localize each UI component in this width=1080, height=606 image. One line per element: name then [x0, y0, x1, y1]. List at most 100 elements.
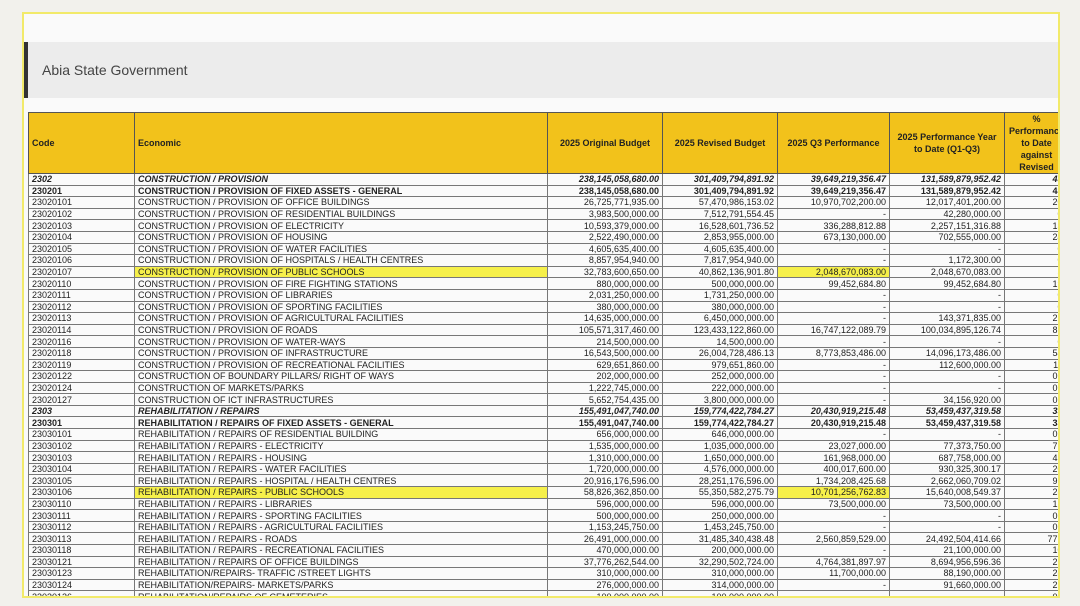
amount-cell: 979,651,860.00	[662, 358, 778, 372]
amount-cell: -	[777, 393, 890, 406]
table-row: 23020119 CONSTRUCTION / PROVISION OF RECR…	[28, 358, 1058, 372]
amount-cell: 99,452,684.80	[889, 277, 1005, 290]
table-row: 2302 CONSTRUCTION / PROVISION 238,145,058,…	[28, 173, 1058, 186]
economic-cell: REHABILITATION / REPAIRS - AGRICULTURAL …	[134, 520, 548, 534]
amount-cell: 222,000,000.00	[662, 381, 778, 395]
code-cell: 23030101	[28, 428, 135, 441]
amount-cell: -	[777, 509, 890, 522]
code-cell: 23030103	[28, 451, 135, 464]
amount-cell: 10,970,702,200.00	[777, 196, 890, 209]
table-row: 23020110 CONSTRUCTION / PROVISION OF FIRE…	[28, 277, 1058, 290]
amount-cell: 276,000,000.00	[547, 578, 663, 592]
header-row: Code Economic 2025 Original Budget 2025 Rev…	[28, 112, 1058, 174]
amount-cell: 880,000,000.00	[547, 277, 663, 290]
economic-cell: CONSTRUCTION / PROVISION OF RECREATIONAL…	[134, 358, 548, 372]
table-row: 23030123 REHABILITATION/REPAIRS- TRAFFIC …	[28, 567, 1058, 580]
header-title: Abia State Government	[42, 62, 188, 78]
amount-cell: -	[889, 242, 1005, 256]
amount-cell: -	[889, 381, 1005, 395]
amount-cell: 0.9	[1004, 393, 1058, 406]
amount-cell: 5,652,754,435.00	[547, 393, 663, 406]
amount-cell: 2.2	[1004, 312, 1058, 325]
economic-cell: REHABILITATION/REPAIRS OF CEMETERIES	[134, 590, 548, 596]
code-cell: 23020102	[28, 207, 135, 221]
economic-cell: CONSTRUCTION / PROVISION OF WATER FACILI…	[134, 242, 548, 256]
table-row: 23020122 CONSTRUCTION OF BOUNDARY PILLARS…	[28, 370, 1058, 383]
amount-cell: 2,853,955,000.00	[662, 230, 778, 244]
amount-cell: 8,773,853,486.00	[777, 346, 890, 360]
code-cell: 23030105	[28, 474, 135, 488]
amount-cell: 6,450,000,000.00	[662, 312, 778, 325]
code-cell: 230201	[28, 184, 135, 198]
amount-cell: -	[889, 590, 1005, 596]
amount-cell: 40,862,136,901.80	[662, 265, 778, 279]
economic-cell: CONSTRUCTION / PROVISION OF ELECTRICITY	[134, 219, 548, 232]
amount-cell: 0.0	[1004, 520, 1058, 534]
amount-cell: -	[777, 370, 890, 383]
table-row: 23020113 CONSTRUCTION / PROVISION OF AGRI…	[28, 312, 1058, 325]
code-cell: 2303	[28, 404, 135, 418]
page: Abia State Government Code Economic 2025 O…	[22, 12, 1060, 598]
amount-cell: 20.	[1004, 462, 1058, 476]
code-cell: 23020112	[28, 300, 135, 314]
amount-cell: 314,000,000.00	[662, 578, 778, 592]
table-row: 2303 REHABILITATION / REPAIRS 155,491,047,…	[28, 404, 1058, 418]
economic-cell: CONSTRUCTION / PROVISION OF OFFICE BUILD…	[134, 196, 548, 209]
column-header: Economic	[134, 112, 548, 174]
table-row: 23020112 CONSTRUCTION / PROVISION OF SPOR…	[28, 300, 1058, 314]
amount-cell: 29.	[1004, 578, 1058, 592]
amount-cell: 91,660,000.00	[889, 578, 1005, 592]
column-header: 2025 Q3 Performance	[777, 112, 890, 174]
amount-cell: 0.	[1004, 207, 1058, 221]
amount-cell: 1,720,000,000.00	[547, 462, 663, 476]
amount-cell: 159,774,422,784.27	[662, 416, 778, 430]
column-header: Code	[28, 112, 135, 174]
amount-cell: 88,190,000.00	[889, 567, 1005, 580]
code-cell: 23030102	[28, 439, 135, 453]
amount-cell: 28.	[1004, 567, 1058, 580]
amount-cell: -	[889, 335, 1005, 348]
amount-cell: 0.0	[1004, 590, 1058, 596]
economic-cell: REHABILITATION / REPAIRS - ELECTRICITY	[134, 439, 548, 453]
amount-cell: 470,000,000.00	[547, 544, 663, 557]
amount-cell: 1,222,745,000.00	[547, 381, 663, 395]
amount-cell: 930,325,300.17	[889, 462, 1005, 476]
code-cell: 23020103	[28, 219, 135, 232]
amount-cell: 8,857,954,940.00	[547, 254, 663, 267]
amount-cell: 0.0	[1004, 509, 1058, 522]
table-row: 23020124 CONSTRUCTION OF MARKETS/PARKS 1,2…	[28, 381, 1058, 395]
table-row: 23020107 CONSTRUCTION / PROVISION OF PUBL…	[28, 265, 1058, 279]
amount-cell: 2,048,670,083.00	[889, 265, 1005, 279]
code-cell: 23030121	[28, 555, 135, 569]
amount-cell: -	[777, 358, 890, 372]
amount-cell: 5.	[1004, 265, 1058, 279]
amount-cell: -	[777, 578, 890, 592]
amount-cell: 16,747,122,089.79	[777, 323, 890, 337]
amount-cell: 26.	[1004, 555, 1058, 569]
table-row: 23020116 CONSTRUCTION / PROVISION OF WATE…	[28, 335, 1058, 348]
amount-cell: -	[777, 428, 890, 441]
amount-cell: 161,968,000.00	[777, 451, 890, 464]
code-cell: 23030112	[28, 520, 135, 534]
amount-cell: 646,000,000.00	[662, 428, 778, 441]
amount-cell: 214,500,000.00	[547, 335, 663, 348]
amount-cell: 10,701,256,762.83	[777, 486, 890, 499]
table-row: 23020105 CONSTRUCTION / PROVISION OF WATE…	[28, 242, 1058, 256]
amount-cell: -	[777, 288, 890, 302]
table-row: 23030112 REHABILITATION / REPAIRS - AGRIC…	[28, 520, 1058, 534]
amount-cell: 20,430,919,215.48	[777, 404, 890, 418]
amount-cell: 37,776,262,544.00	[547, 555, 663, 569]
amount-cell: 73,500,000.00	[777, 497, 890, 511]
amount-cell: 1,035,000,000.00	[662, 439, 778, 453]
amount-cell: 336,288,812.88	[777, 219, 890, 232]
amount-cell: -	[889, 428, 1005, 441]
amount-cell: 596,000,000.00	[547, 497, 663, 511]
code-cell: 23020122	[28, 370, 135, 383]
amount-cell: 19.	[1004, 277, 1058, 290]
amount-cell: 0.0	[1004, 370, 1058, 383]
code-cell: 23030124	[28, 578, 135, 592]
amount-cell: 0.0	[1004, 381, 1058, 395]
amount-cell: 23,027,000.00	[777, 439, 890, 453]
code-cell: 23030126	[28, 590, 135, 596]
economic-cell: REHABILITATION / REPAIRS - LIBRARIES	[134, 497, 548, 511]
